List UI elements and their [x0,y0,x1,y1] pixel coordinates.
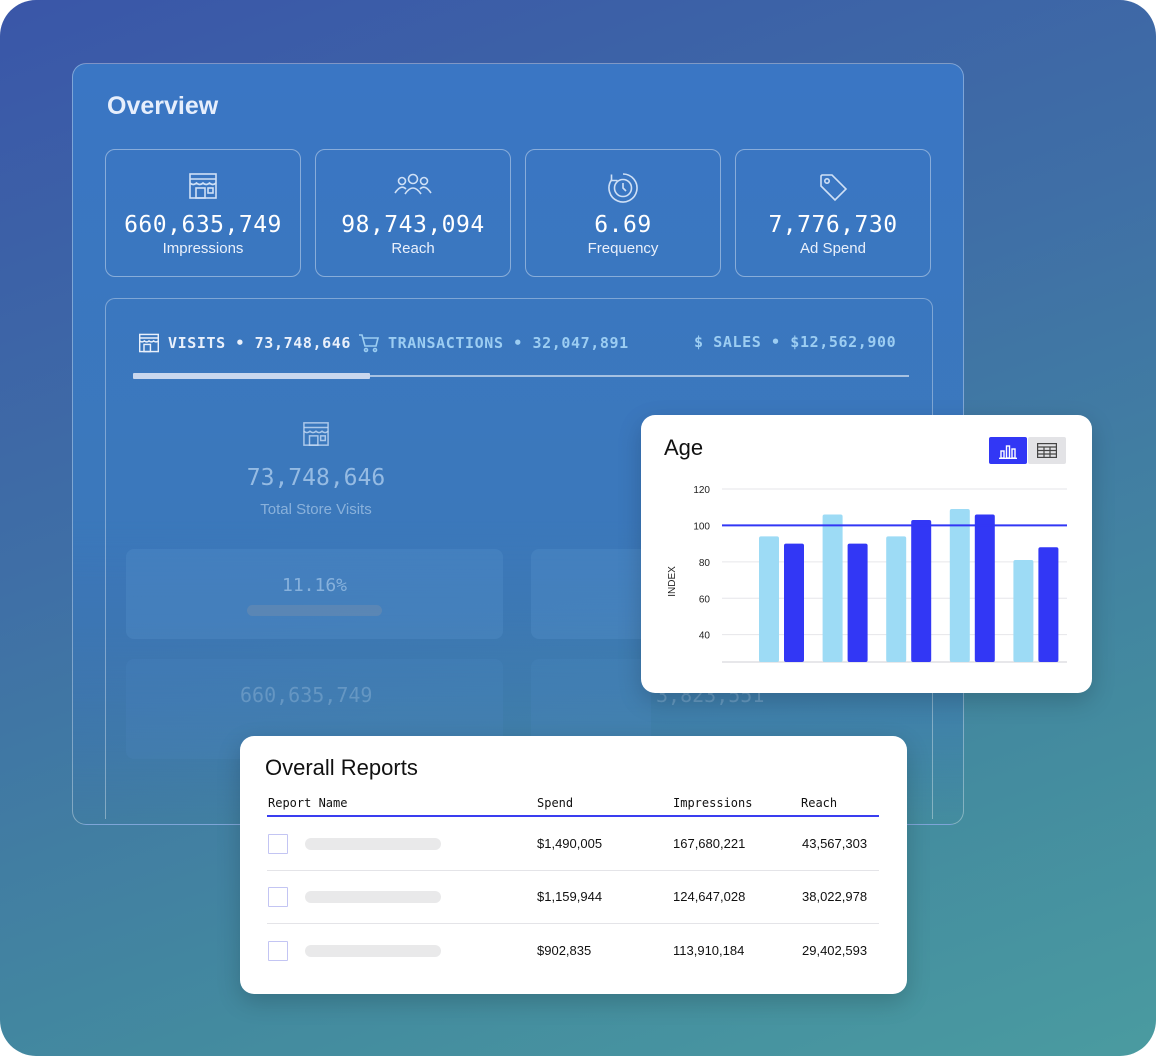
row-divider [267,870,879,871]
stat-label: Frequency [587,240,659,257]
bar [759,536,779,662]
column-header-report-name[interactable]: Report Name [268,796,348,810]
y-tick-label: 80 [699,558,711,569]
cell-reach: 43,567,303 [802,836,868,851]
store-icon [303,422,329,446]
bar [1038,547,1059,662]
stat-value: 98,743,094 [341,212,485,238]
bar [847,543,868,662]
tab-label: $ SALES • $12,562,900 [694,333,897,351]
stat-label: Reach [391,240,435,257]
bar [1013,560,1034,662]
stat-label: Ad Spend [800,240,866,257]
bar [822,514,843,662]
cell-reach: 38,022,978 [802,889,868,904]
cell-impressions: 113,910,184 [673,943,745,958]
cell-spend: $1,159,944 [537,889,603,904]
y-tick-label: 120 [693,485,710,496]
percent-card: 11.16% [126,549,503,639]
tab-label: TRANSACTIONS • 32,047,891 [388,334,629,352]
refresh-clock-icon [608,173,638,203]
stat-value: 6.69 [594,212,652,238]
column-header-spend[interactable]: Spend [537,796,574,810]
table-view-toggle[interactable] [1028,437,1066,464]
tab-transactions[interactable]: TRANSACTIONS • 32,047,891 [358,333,629,353]
reports-card: Overall Reports Report Name Spend Impres… [240,736,907,994]
bar-chart-icon [999,444,1017,459]
row-checkbox[interactable] [268,941,288,961]
y-tick-label: 100 [693,521,710,532]
cell-impressions: 167,680,221 [673,836,746,851]
cell-spend: $1,490,005 [537,836,603,851]
bar-chart-toggle[interactable] [989,437,1027,464]
column-header-reach[interactable]: Reach [801,796,838,810]
table-row[interactable]: $902,835 113,910,184 29,402,593 [267,925,879,978]
stat-card-ad-spend[interactable]: 7,776,730 Ad Spend [735,149,931,277]
y-tick-label: 40 [699,631,711,642]
people-icon [394,173,432,195]
bar [949,509,970,662]
store-icon [139,333,159,353]
report-name-placeholder [305,945,441,957]
chart-title: Age [664,435,704,460]
percent-value: 11.16% [281,575,348,596]
stat-card-frequency[interactable]: 6.69 Frequency [525,149,721,277]
tag-icon [820,174,848,202]
stat-card-impressions[interactable]: 660,635,749 Impressions [105,149,301,277]
y-axis-label: INDEX [667,566,678,597]
tab-track [133,375,909,377]
bar [911,519,932,662]
stat-card-reach[interactable]: 98,743,094 Reach [315,149,511,277]
row-divider [267,923,879,924]
reports-title: Overall Reports [265,755,418,780]
table-row[interactable]: $1,490,005 167,680,221 43,567,303 [267,818,879,871]
percent-bar [247,605,382,616]
table-icon [1037,443,1057,458]
age-chart-card: Age 40 60 80 100 120 INDEX [641,415,1092,693]
stat-value: 7,776,730 [768,212,898,238]
row-checkbox[interactable] [268,887,288,907]
cart-icon [359,334,380,353]
tab-visits[interactable]: VISITS • 73,748,646 [138,333,351,353]
store-icon [189,173,217,199]
bar [974,514,995,662]
faint-impressions: 660,635,749 [240,683,373,707]
bar [784,543,804,662]
stat-label: Impressions [162,240,244,257]
stat-value: 660,635,749 [124,212,282,238]
tab-sales[interactable]: $ SALES • $12,562,900 [694,333,896,351]
column-header-impressions[interactable]: Impressions [673,796,753,810]
bar [886,536,907,662]
page-title: Overview [107,92,219,120]
total-visits-label: Total Store Visits [260,501,372,518]
report-name-placeholder [305,891,441,903]
tab-label: VISITS • 73,748,646 [168,334,351,352]
header-divider [267,815,879,817]
cell-reach: 29,402,593 [802,943,868,958]
row-checkbox[interactable] [268,834,288,854]
tab-indicator [133,373,370,379]
age-bar-chart: 40 60 80 100 120 INDEX [667,485,1067,663]
cell-spend: $902,835 [537,943,592,958]
table-row[interactable]: $1,159,944 124,647,028 38,022,978 [267,871,879,924]
report-name-placeholder [305,838,441,850]
cell-impressions: 124,647,028 [673,889,746,904]
metric-card [531,549,651,639]
y-tick-label: 60 [699,594,711,605]
total-visits-value: 73,748,646 [246,465,386,491]
